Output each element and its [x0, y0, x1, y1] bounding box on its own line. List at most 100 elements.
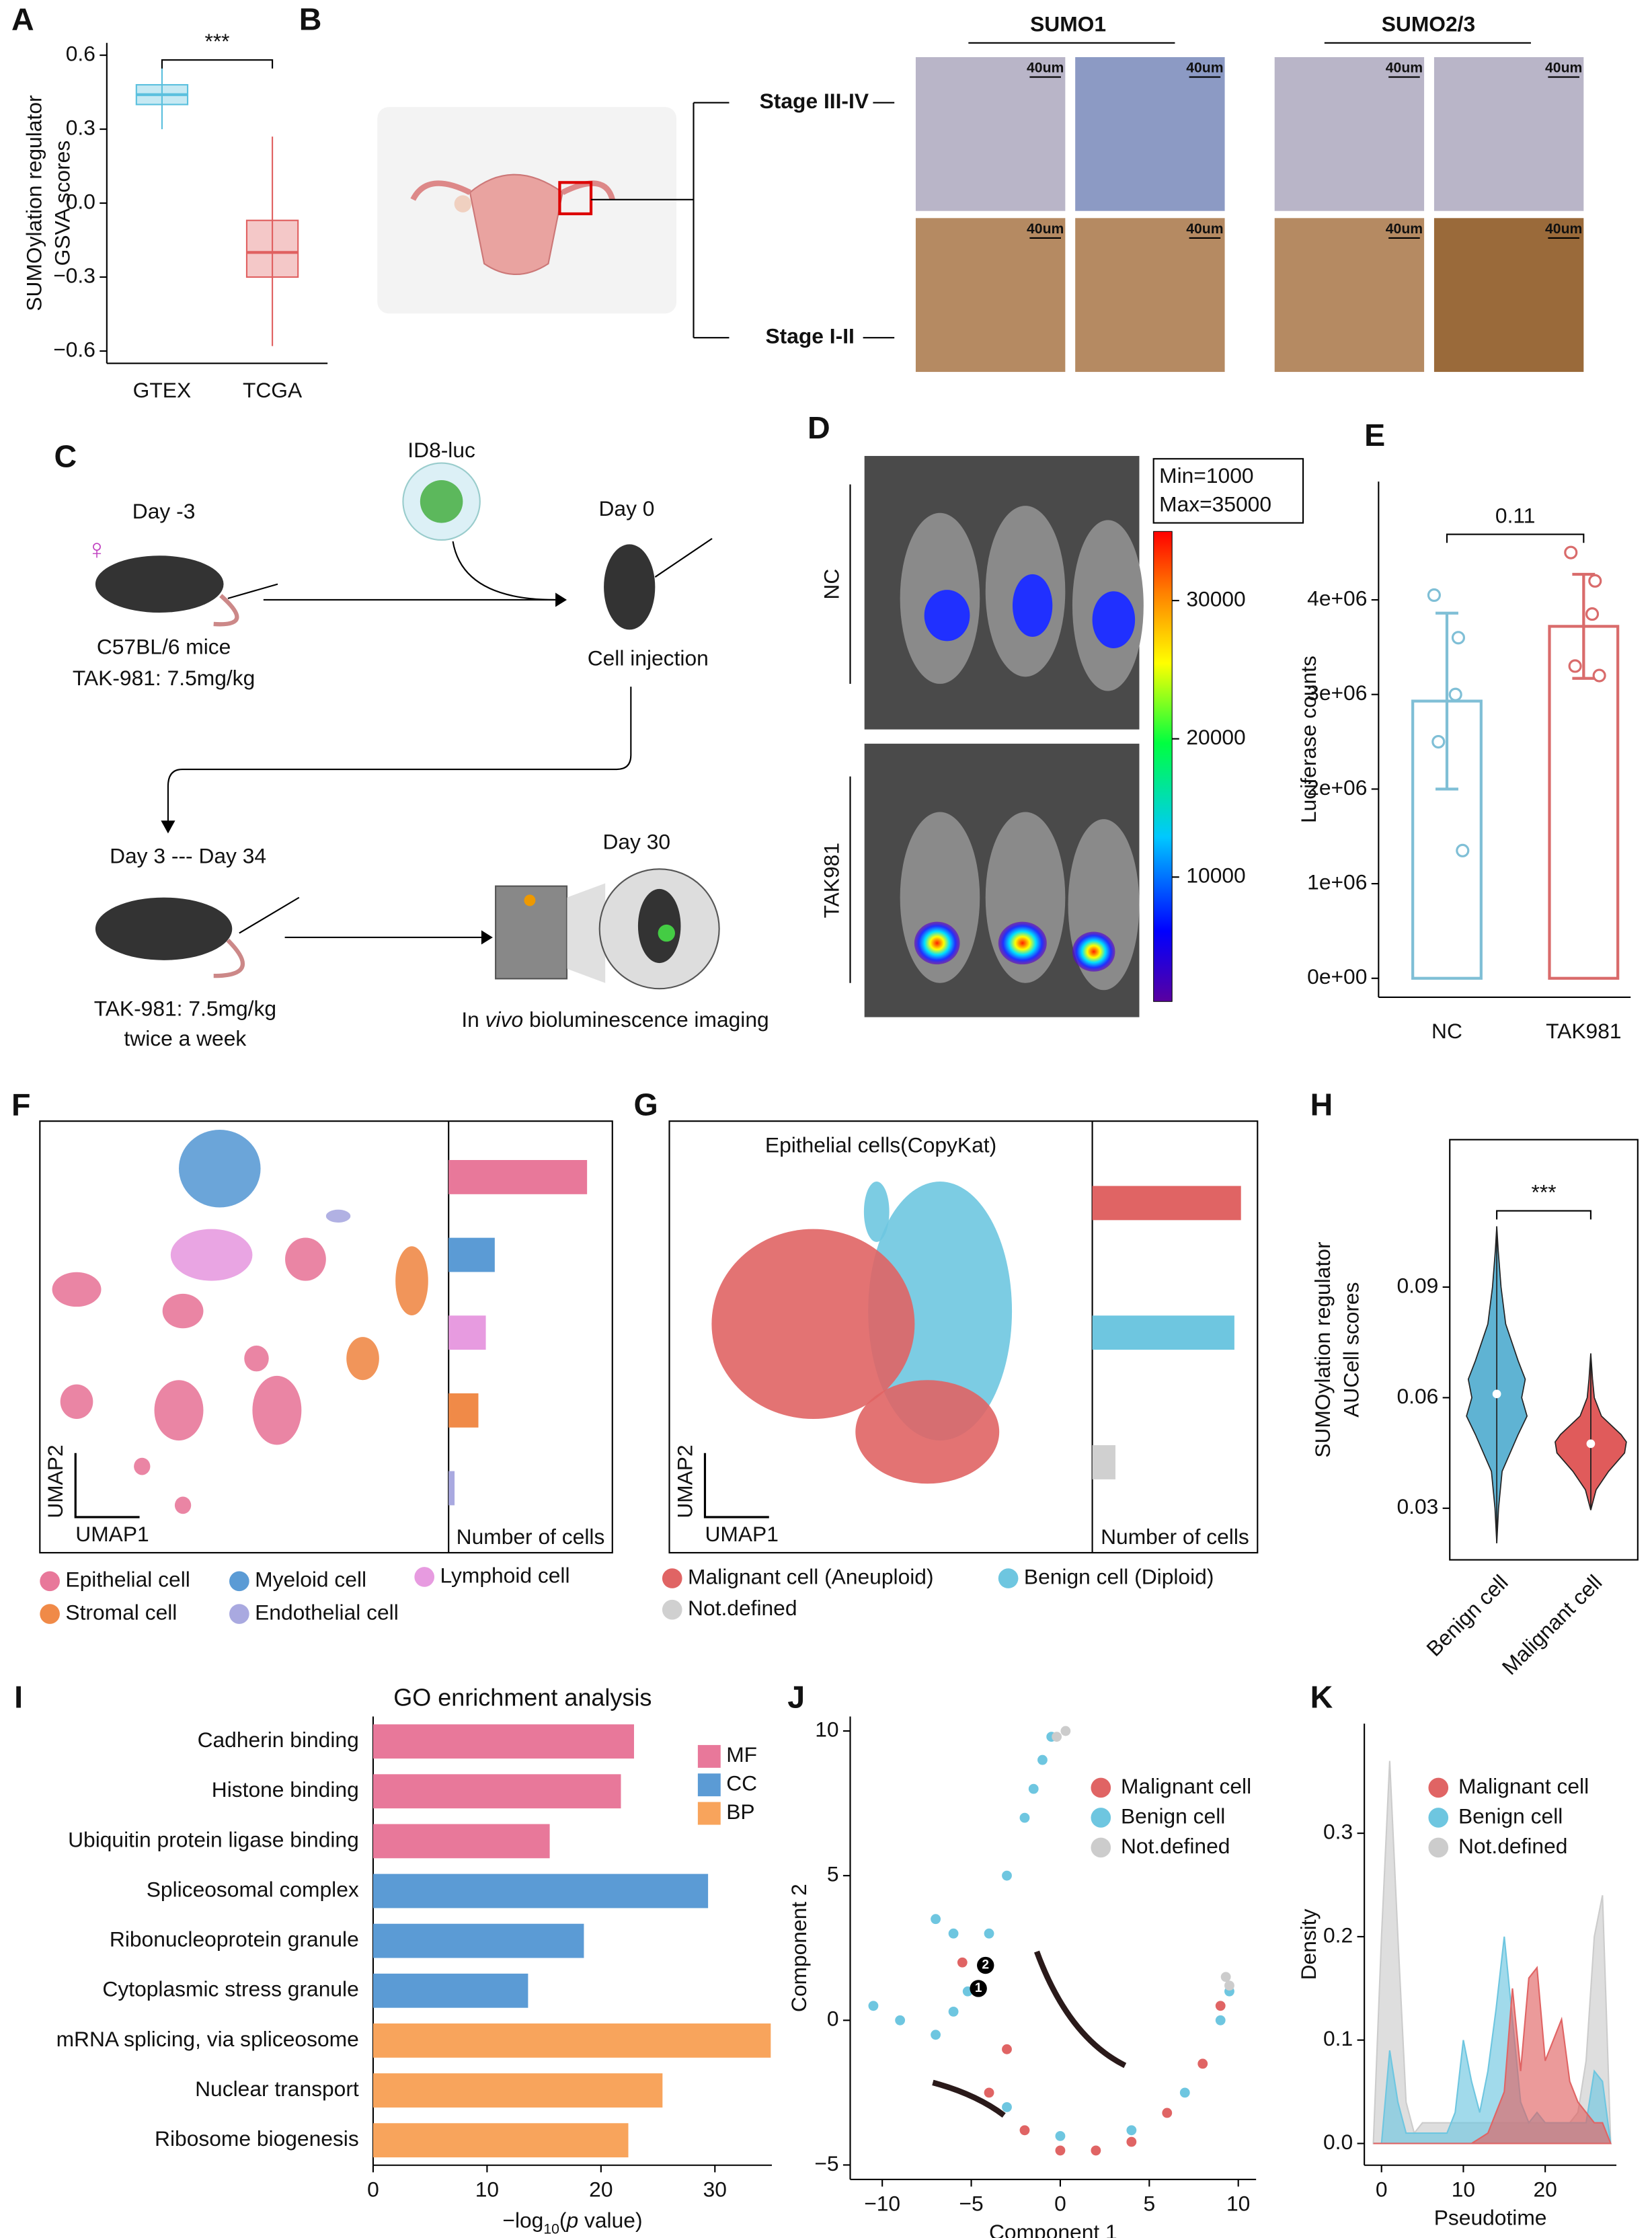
x-axis-label-part: −log [502, 2208, 543, 2233]
legend-swatch [1091, 1837, 1111, 1858]
ihc-image [915, 56, 1066, 211]
point [1197, 2058, 1208, 2069]
legend-label: Myeloid cell [255, 1568, 366, 1592]
cluster [162, 1293, 204, 1329]
panel-label: G [634, 1087, 658, 1122]
y-tick-label: 0.09 [1397, 1273, 1438, 1297]
y-tick-label: Nuclear transport [195, 2077, 359, 2101]
point [1215, 2001, 1226, 2011]
point [1585, 607, 1600, 621]
y-tick-label: Spliceosomal complex [147, 1877, 359, 1901]
legend-swatch [697, 1744, 721, 1768]
row-label: TAK981 [819, 843, 843, 918]
violin-half [1496, 1226, 1528, 1543]
error-bar [1435, 611, 1458, 791]
caption-part: In [461, 1007, 485, 1032]
y-tick-label: 5 [827, 1862, 839, 1886]
scale-bar-label: 40um [1545, 221, 1582, 237]
cluster [711, 1229, 915, 1420]
y-tick-label: 0.6 [66, 41, 95, 65]
legend-label: Malignant cell [1121, 1774, 1251, 1798]
point [1060, 1726, 1071, 1736]
arrowhead [481, 930, 493, 945]
cluster [134, 1457, 151, 1475]
ihc-image [1075, 218, 1225, 373]
point [984, 2087, 994, 2098]
annotation: *** [204, 29, 229, 53]
y-tick-label: 0.1 [1323, 2026, 1353, 2050]
branch-label: 2 [982, 1958, 989, 1972]
branch-label: 1 [975, 1981, 982, 1995]
scale-bar-label: 40um [1027, 221, 1064, 237]
tube [410, 180, 615, 201]
x-tick-label: NC [1431, 1019, 1462, 1043]
arrow [452, 541, 556, 601]
y-tick-label: 0 [827, 2007, 839, 2031]
y-axis-label: UMAP2 [672, 1444, 697, 1518]
branch-point [977, 1956, 994, 1974]
syringe [654, 537, 713, 578]
panel-label: A [11, 1, 34, 36]
day-label: Day -3 [132, 499, 196, 523]
cluster [863, 1182, 890, 1242]
legend-swatch [229, 1571, 249, 1592]
legend-label: CC [726, 1771, 757, 1796]
y-tick-label: 2e+06 [1307, 775, 1367, 800]
legend-label: Epithelial cell [65, 1568, 190, 1592]
panel-label: K [1310, 1679, 1333, 1714]
cluster [178, 1130, 261, 1208]
cluster [52, 1272, 102, 1307]
point [1431, 734, 1446, 749]
colorbar [1153, 531, 1173, 1002]
point [948, 2006, 959, 2017]
colorbar-tick-label: 30000 [1186, 586, 1245, 611]
bar [372, 2073, 663, 2108]
x-tick-label: 10 [1226, 2191, 1250, 2215]
ihc-image [1274, 218, 1425, 373]
arrowhead [161, 820, 175, 834]
point [868, 2001, 879, 2011]
signal [1012, 574, 1053, 638]
y-tick-label: Ribosome biogenesis [155, 2126, 359, 2151]
bar [448, 1237, 495, 1272]
bar [372, 1824, 550, 1859]
y-tick-label: 1e+06 [1307, 870, 1367, 894]
x-tick-label: 0 [367, 2177, 379, 2201]
scale-bar-label: 40um [1386, 60, 1423, 75]
mouse [604, 544, 656, 630]
legend-label: Not.defined [1458, 1834, 1567, 1858]
mouse [637, 888, 681, 964]
legend-swatch [697, 1802, 721, 1825]
legend-label: Malignant cell (Aneuploid) [688, 1564, 934, 1588]
sex-symbol: ♀ [86, 533, 108, 565]
signal [1072, 931, 1115, 972]
point [1028, 1783, 1039, 1794]
x-axis-label-part: value) [578, 2208, 642, 2233]
bar [372, 1774, 621, 1809]
x-tick-label: GTEX [133, 378, 192, 402]
chart-title: GO enrichment analysis [393, 1684, 652, 1711]
point [948, 1928, 959, 1939]
uterus [469, 173, 563, 275]
column-label: SUMO1 [1030, 12, 1106, 36]
y-tick-label: Cytoplasmic stress granule [102, 1977, 358, 2001]
signal [914, 921, 960, 965]
violin-half [1466, 1226, 1497, 1543]
bar [372, 1923, 584, 1958]
panel-label: C [54, 439, 77, 474]
panel-b: B Stage III-IV Stage I-II SUMO1 SUMO2/3 … [299, 1, 1584, 373]
bar [372, 1724, 634, 1759]
x-tick-label: 0 [1376, 2177, 1388, 2201]
legend-label: MF [726, 1742, 757, 1767]
ihc-images: 40um 40um 40um 40um 40um 40um 40um 40um [915, 56, 1584, 373]
cluster [244, 1345, 269, 1372]
y-tick-label: −0.6 [53, 337, 95, 361]
legend-swatch [1428, 1777, 1449, 1798]
x-tick-label: 10 [475, 2177, 499, 2201]
point [957, 1957, 968, 1968]
dose: TAK-981: 7.5mg/kg [73, 666, 255, 690]
point [1215, 2015, 1226, 2025]
point [1162, 2108, 1173, 2118]
panel-label: F [11, 1087, 30, 1122]
y-tick-label: Histone binding [212, 1777, 359, 1802]
